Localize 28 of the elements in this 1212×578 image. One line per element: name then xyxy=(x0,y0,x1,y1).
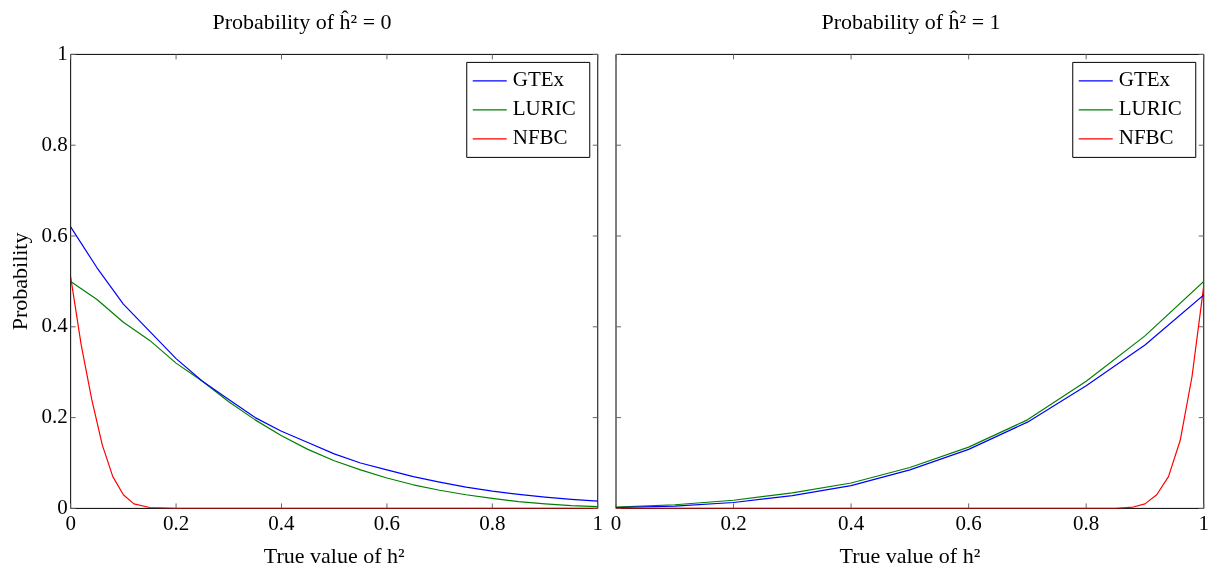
y-axis-title: Probability xyxy=(6,232,32,331)
y-tick-label: 0 xyxy=(57,494,68,519)
legend-label: NFBC xyxy=(512,125,568,150)
x-tick-label: 0.2 xyxy=(162,510,190,535)
x-tick-label: 0.8 xyxy=(479,510,506,535)
y-tick-label: 1 xyxy=(57,40,68,65)
x-tick-label: 1 xyxy=(592,510,603,535)
x-axis-title: True value of h² xyxy=(263,542,406,568)
x-tick-label: 0.8 xyxy=(1073,510,1100,535)
legend-label: GTEx xyxy=(1118,67,1171,92)
chart-title: Probability of ĥ² = 0 xyxy=(212,8,392,34)
x-tick-label: 1 xyxy=(1198,510,1209,535)
x-tick-label: 0.4 xyxy=(268,510,296,535)
x-axis-title: True value of h² xyxy=(839,542,981,568)
y-tick-label: 0.2 xyxy=(41,404,68,429)
x-tick-label: 0.6 xyxy=(373,510,401,535)
y-tick-label: 0.8 xyxy=(41,131,68,156)
chart-title: Probability of ĥ² = 1 xyxy=(821,8,1001,34)
legend-label: LURIC xyxy=(512,96,576,121)
x-tick-label: 0.6 xyxy=(955,510,982,535)
y-tick-label: 0.6 xyxy=(41,222,68,247)
x-tick-label: 0.2 xyxy=(720,510,747,535)
x-tick-label: 0.4 xyxy=(837,510,865,535)
legend-label: GTEx xyxy=(512,67,565,92)
x-tick-label: 0 xyxy=(610,510,622,535)
legend-label: LURIC xyxy=(1118,96,1182,121)
legend-label: NFBC xyxy=(1118,125,1174,150)
y-tick-label: 0.4 xyxy=(41,313,69,338)
